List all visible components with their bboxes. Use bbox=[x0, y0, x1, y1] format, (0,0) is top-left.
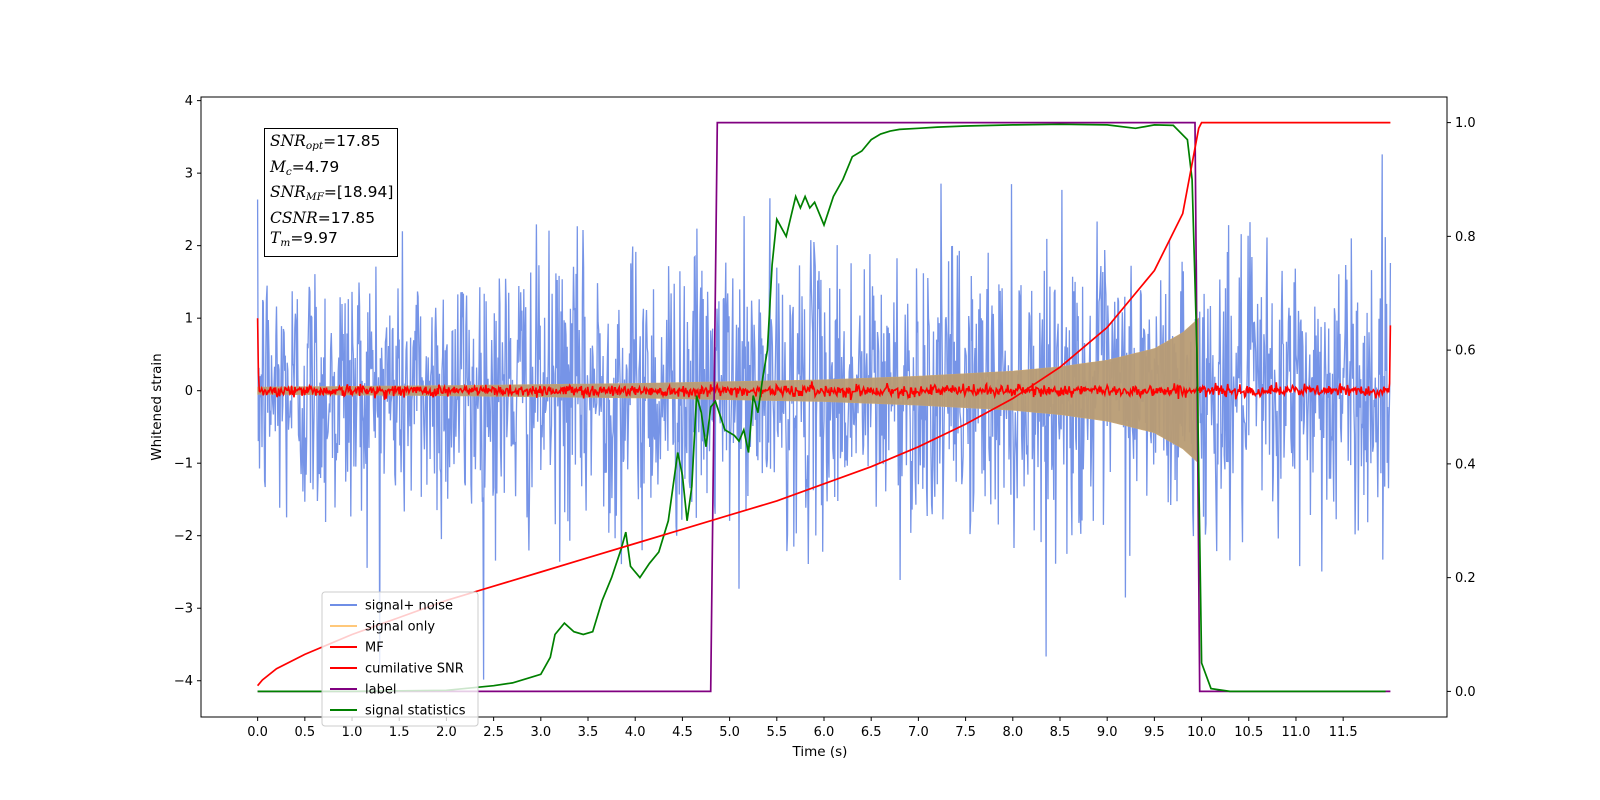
y-tick-label: 2 bbox=[185, 239, 193, 254]
x-axis-label: Time (s) bbox=[792, 744, 848, 760]
x-tick-label: 1.5 bbox=[389, 725, 410, 740]
x-tick-label: 7.0 bbox=[908, 725, 929, 740]
x-tick-label: 9.5 bbox=[1144, 725, 1165, 740]
stats-box: SNRopt=17.85 Mc=4.79 SNRMF=[18.94] CSNR=17.… bbox=[264, 128, 398, 257]
y-tick-label: 3 bbox=[185, 167, 193, 182]
x-tick-label: 3.5 bbox=[578, 725, 599, 740]
stats-row: SNRopt=17.85 bbox=[270, 132, 381, 152]
x-tick-label: 3.0 bbox=[530, 725, 551, 740]
x-tick-label: 8.0 bbox=[1002, 725, 1023, 740]
y-axis-left: 4 3 2 1 0 −1 −2 −3 −4 bbox=[174, 94, 201, 689]
y2-tick-label: 1.0 bbox=[1455, 116, 1476, 131]
x-tick-label: 2.0 bbox=[436, 725, 457, 740]
y-tick-label: 0 bbox=[185, 384, 193, 399]
y-tick-label: −1 bbox=[174, 457, 193, 472]
mf-line bbox=[256, 318, 1392, 401]
x-axis: 0.0 0.5 1.0 1.5 2.0 2.5 3.0 3.5 4.0 4.5 5.0 5.5 6.0 6… bbox=[247, 717, 1358, 740]
signal-noise-line bbox=[256, 154, 1392, 680]
legend-box bbox=[321, 591, 479, 727]
x-tick-label: 1.0 bbox=[342, 725, 363, 740]
x-tick-label: 10.0 bbox=[1187, 725, 1216, 740]
y-tick-label: −3 bbox=[174, 602, 193, 617]
x-tick-label: 5.0 bbox=[719, 725, 740, 740]
legend-label: signal only bbox=[365, 620, 435, 635]
x-tick-label: 2.5 bbox=[483, 725, 504, 740]
mf-series bbox=[256, 318, 1392, 401]
legend: signal+ noise signal only MF cumilative SNR… bbox=[321, 591, 479, 727]
y-tick-label: −4 bbox=[174, 674, 193, 689]
legend-label: MF bbox=[365, 641, 384, 656]
y-axis-label: Whitened strain bbox=[149, 353, 165, 460]
y2-tick-label: 0.6 bbox=[1455, 344, 1476, 359]
y-tick-label: 1 bbox=[185, 312, 193, 327]
signal-statistics-line bbox=[257, 123, 1386, 693]
y2-tick-label: 0.0 bbox=[1455, 685, 1476, 700]
x-tick-label: 5.5 bbox=[766, 725, 787, 740]
y-axis-right: 1.0 0.8 0.6 0.4 0.2 0.0 bbox=[1447, 116, 1476, 700]
legend-label: cumilative SNR bbox=[365, 662, 464, 677]
stats-row: CSNR=17.85 bbox=[270, 208, 376, 227]
legend-label: label bbox=[365, 683, 396, 698]
signal-noise-series bbox=[256, 154, 1392, 680]
x-tick-label: 11.5 bbox=[1329, 725, 1358, 740]
y-tick-label: 4 bbox=[185, 94, 193, 109]
x-tick-label: 8.5 bbox=[1050, 725, 1071, 740]
x-tick-label: 7.5 bbox=[955, 725, 976, 740]
x-tick-label: 9.0 bbox=[1097, 725, 1118, 740]
y2-tick-label: 0.4 bbox=[1455, 457, 1476, 472]
y-tick-label: −2 bbox=[174, 529, 193, 544]
x-tick-label: 6.0 bbox=[814, 725, 835, 740]
x-tick-label: 0.0 bbox=[247, 725, 268, 740]
stats-row: Mc=4.79 bbox=[270, 157, 340, 178]
x-tick-label: 11.0 bbox=[1281, 725, 1310, 740]
y2-tick-label: 0.8 bbox=[1455, 230, 1476, 245]
legend-label: signal statistics bbox=[365, 704, 466, 719]
x-tick-label: 6.5 bbox=[861, 725, 882, 740]
y2-tick-label: 0.2 bbox=[1455, 571, 1476, 586]
x-tick-label: 0.5 bbox=[294, 725, 315, 740]
stats-row: Tm=9.97 bbox=[270, 229, 338, 249]
x-tick-label: 4.0 bbox=[625, 725, 646, 740]
stats-row: SNRMF=[18.94] bbox=[270, 183, 394, 203]
x-tick-label: 4.5 bbox=[672, 725, 693, 740]
legend-label: signal+ noise bbox=[365, 599, 453, 614]
x-tick-label: 10.5 bbox=[1234, 725, 1263, 740]
